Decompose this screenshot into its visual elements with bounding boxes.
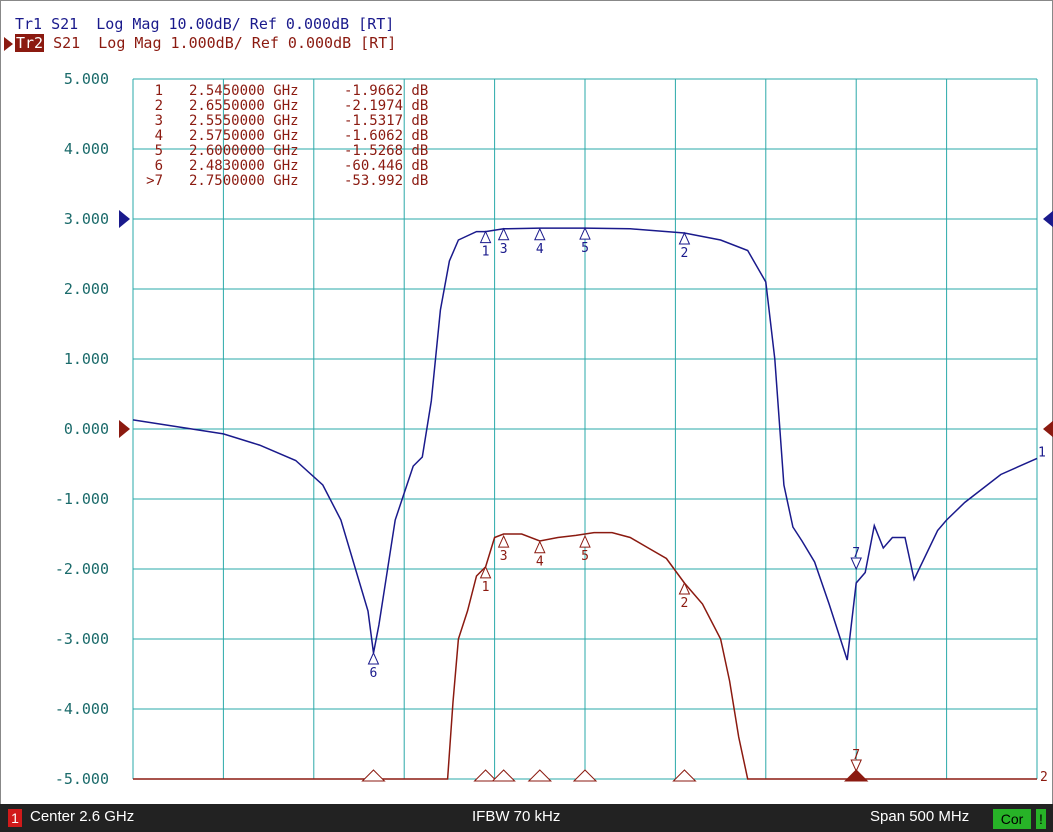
marker-6-tr1-label: 6 [370, 666, 378, 681]
marker-table-value: -1.5268 dB [344, 143, 428, 159]
marker-table-number: 4 [155, 128, 163, 144]
marker-6-stimulus-icon [361, 769, 386, 782]
marker-3-stimulus-icon [491, 769, 516, 782]
marker-table-number: 2 [155, 98, 163, 114]
trace1-label: Tr1 [15, 15, 43, 33]
marker-table-value: -60.446 dB [344, 158, 428, 174]
marker-5-stimulus-icon [572, 769, 598, 782]
active-trace-arrow-icon [4, 37, 13, 51]
marker-table-frequency: 2.6000000 GHz [189, 143, 299, 159]
chart-plot: 5.000 4.000 3.000 2.000 1.000 0.000 -1.000 -2.0… [55, 70, 1053, 788]
marker-5-tr2-label: 5 [581, 549, 589, 564]
marker-2-tr1-label: 2 [681, 246, 689, 261]
marker-7-tr2-icon [850, 759, 862, 773]
trace2-settings: S21 Log Mag 1.000dB/ Ref 0.000dB [RT] [44, 34, 397, 52]
y-tick-label: 1.000 [64, 350, 109, 368]
y-tick-label: -2.000 [55, 560, 109, 578]
y-tick-label: -5.000 [55, 770, 109, 788]
marker-4-stimulus-icon [527, 769, 553, 782]
span-frequency[interactable]: Span 500 MHz [870, 808, 970, 825]
marker-1-tr1-icon [479, 230, 492, 244]
marker-3-tr2-label: 3 [500, 549, 508, 564]
trace2-end-label: 2 [1040, 770, 1048, 785]
marker-5-tr2-icon [579, 534, 591, 548]
marker-2-tr2-label: 2 [681, 596, 689, 611]
status-bar: 1 Center 2.6 GHz IFBW 70 kHz Span 500 MH… [0, 804, 1053, 832]
trace-tr2-line [133, 531, 1037, 780]
marker-4-tr1-icon [534, 227, 546, 241]
marker-3-tr1-icon [497, 227, 510, 241]
marker-table-number: 6 [155, 158, 163, 174]
tr2-reference-left-arrow-icon [119, 420, 130, 438]
y-tick-label: 0.000 [64, 420, 109, 438]
marker-table-value: -1.9662 dB [344, 83, 428, 99]
trace2-header[interactable]: Tr2 S21 Log Mag 1.000dB/ Ref 0.000dB [RT… [15, 34, 396, 52]
marker-table-value: -1.5317 dB [344, 113, 428, 129]
marker-table-value: -53.992 dB [344, 173, 428, 189]
y-tick-label: 2.000 [64, 280, 109, 298]
center-frequency[interactable]: Center 2.6 GHz [30, 808, 135, 825]
marker-2-stimulus-icon [672, 769, 697, 782]
marker-1-stimulus-icon [473, 769, 498, 782]
marker-2-tr2-icon [678, 581, 691, 595]
marker-table-frequency: 2.5750000 GHz [189, 128, 299, 144]
marker-7-stimulus-icon [843, 769, 869, 782]
marker-table-value: -1.6062 dB [344, 128, 428, 144]
marker-table-frequency: 2.4830000 GHz [189, 158, 299, 174]
y-tick-label: 4.000 [64, 140, 109, 158]
marker-table-number: 3 [155, 113, 163, 129]
marker-table-number: >7 [146, 173, 163, 189]
marker-4-tr2-icon [534, 540, 546, 554]
marker-6-tr1-icon [367, 651, 380, 665]
marker-5-tr1-label: 5 [581, 241, 589, 256]
marker-table-frequency: 2.7500000 GHz [189, 173, 299, 189]
y-tick-label: 5.000 [64, 70, 109, 88]
marker-1-tr1-label: 1 [482, 245, 490, 260]
trace1-end-label: 1 [1038, 445, 1046, 460]
trace1-header[interactable]: Tr1 S21 Log Mag 10.00dB/ Ref 0.000dB [RT… [15, 15, 394, 33]
y-tick-label: -4.000 [55, 700, 109, 718]
tr1-reference-left-arrow-icon [119, 210, 130, 228]
tr1-reference-right-arrow-icon [1043, 210, 1053, 228]
marker-1-tr2-icon [479, 565, 492, 579]
marker-table-number: 1 [155, 83, 163, 99]
marker-5-tr1-icon [579, 226, 591, 240]
if-bandwidth[interactable]: IFBW 70 kHz [472, 808, 561, 825]
channel-badge[interactable]: 1 [8, 809, 22, 827]
trace2-label: Tr2 [15, 34, 45, 52]
correction-badge[interactable]: Cor [993, 809, 1031, 829]
y-tick-label: -3.000 [55, 630, 109, 648]
y-tick-label: 3.000 [64, 210, 109, 228]
marker-table-number: 5 [155, 143, 163, 159]
marker-table-value: -2.1974 dB [344, 98, 428, 114]
marker-4-tr1-label: 4 [536, 242, 544, 257]
marker-table-frequency: 2.5550000 GHz [189, 113, 299, 129]
marker-7-tr1-icon [850, 557, 862, 571]
marker-4-tr2-label: 4 [536, 555, 544, 570]
marker-1-tr2-label: 1 [482, 580, 490, 595]
marker-7-tr2-label: 7 [852, 748, 860, 763]
tr2-reference-right-arrow-icon [1043, 420, 1053, 438]
trace1-settings: S21 Log Mag 10.00dB/ Ref 0.000dB [RT] [42, 15, 395, 33]
marker-2-tr1-icon [678, 231, 691, 245]
y-tick-label: -1.000 [55, 490, 109, 508]
trace-tr1-line [132, 227, 1038, 661]
warning-badge: ! [1036, 809, 1046, 829]
marker-3-tr1-label: 3 [500, 242, 508, 257]
marker-table-frequency: 2.5450000 GHz [189, 83, 299, 99]
marker-table-frequency: 2.6550000 GHz [189, 98, 299, 114]
marker-7-tr1-label: 7 [852, 546, 860, 561]
marker-3-tr2-icon [497, 534, 510, 548]
